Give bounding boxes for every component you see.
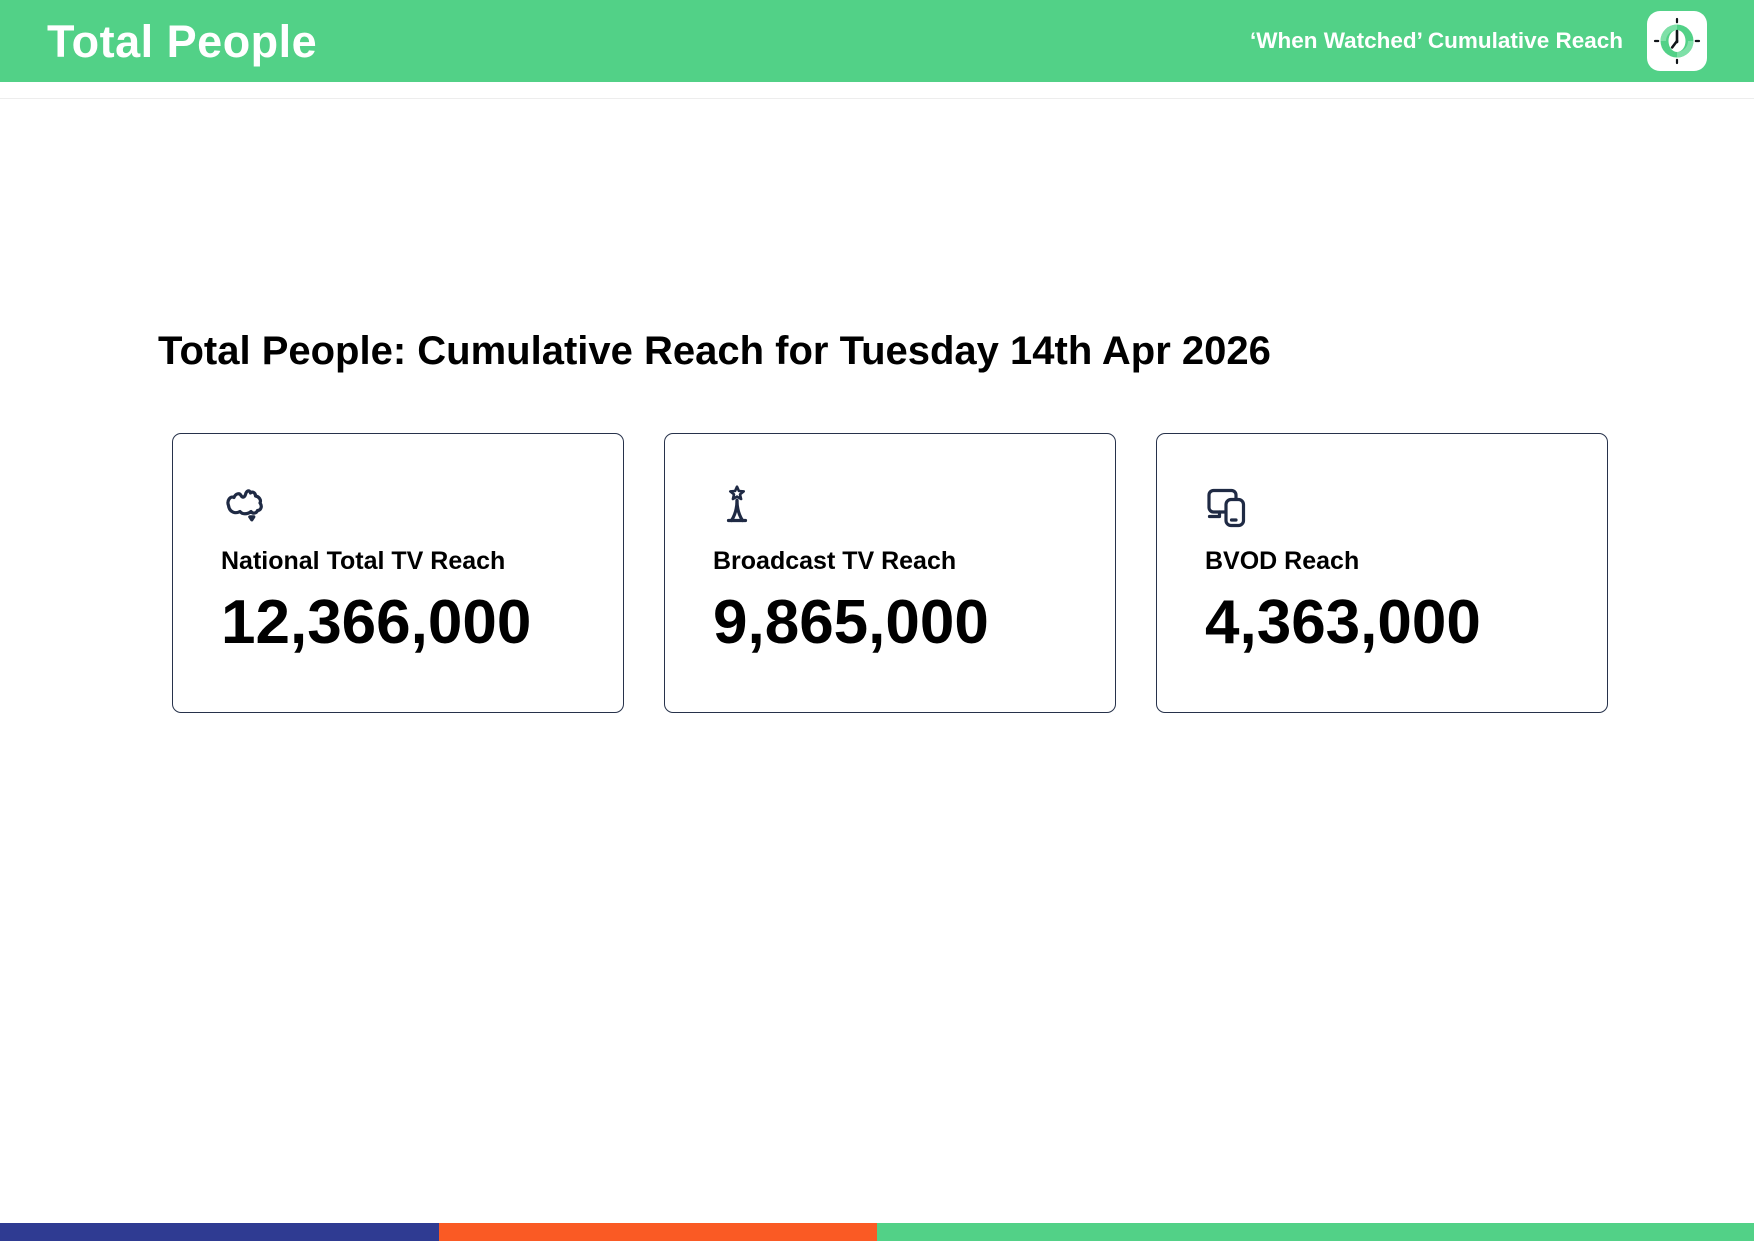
kpi-value: 9,865,000 (713, 588, 989, 657)
footer-bar-orange (438, 1223, 877, 1241)
section-heading: Total People: Cumulative Reach for Tuesd… (158, 329, 1271, 373)
footer-color-bar (0, 1223, 1754, 1241)
kpi-label: Broadcast TV Reach (713, 547, 957, 575)
header-bar: Total People ‘When Watched’ Cumulative R… (0, 0, 1754, 82)
tv-and-phone-devices-icon (1205, 483, 1583, 531)
kpi-label: BVOD Reach (1205, 547, 1360, 575)
header-subtitle: ‘When Watched’ Cumulative Reach (1250, 27, 1623, 53)
header-divider (0, 98, 1754, 99)
kpi-card-broadcast-tv: Broadcast TV Reach 9,865,000 (664, 433, 1116, 713)
kpi-label: National Total TV Reach (221, 547, 506, 575)
kpi-cards-row: National Total TV Reach 12,366,000 Broad… (172, 433, 1608, 713)
clock-icon (1647, 11, 1707, 71)
kpi-card-national-total-tv: National Total TV Reach 12,366,000 (172, 433, 624, 713)
kpi-value: 4,363,000 (1205, 588, 1481, 657)
australia-map-icon (221, 483, 599, 531)
kpi-card-bvod: BVOD Reach 4,363,000 (1156, 433, 1608, 713)
kpi-value: 12,366,000 (221, 588, 532, 657)
broadcast-tower-icon (713, 483, 1091, 531)
footer-bar-green (877, 1223, 1754, 1241)
page-title: Total People (47, 15, 318, 67)
footer-bar-navy (0, 1223, 439, 1241)
